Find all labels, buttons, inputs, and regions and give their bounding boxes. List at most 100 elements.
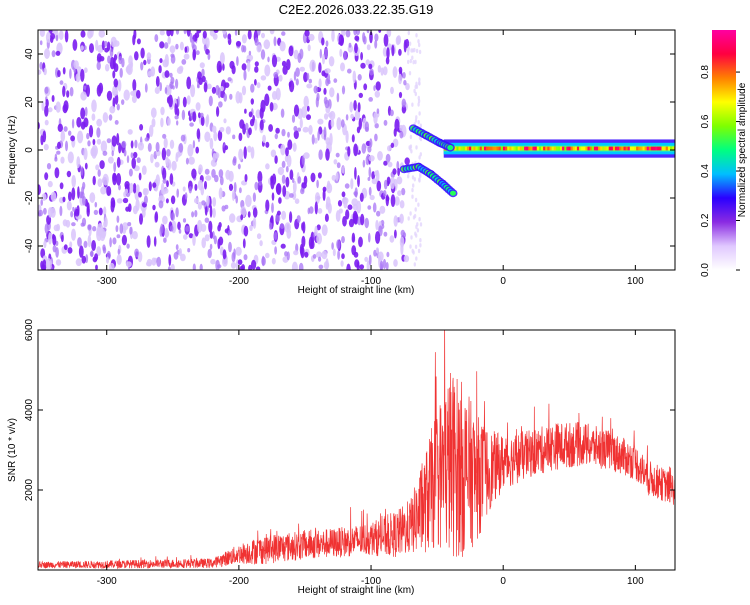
spectrogram-noise-blob [204,168,210,175]
fork-upper-arm [447,145,454,151]
spectrogram-noise-blob [204,217,210,223]
spectrogram-noise-blob [62,67,66,75]
spectrogram-fade-blob [411,175,415,180]
spectrogram-noise-blob [189,122,194,127]
spectrogram-noise-blob [89,43,94,54]
spectrogram-noise-blob [158,65,162,74]
spectrogram-noise-blob [377,65,382,73]
colorbar-tick-label: 0.0 [700,263,711,277]
spectrogram-noise-blob [201,200,206,206]
tone-core-cell [636,146,639,151]
spectrogram-noise-blob [376,210,381,217]
spectrogram-fade-blob [411,55,414,60]
spectrogram-noise-blob [218,222,222,228]
tone-core-cell [538,146,542,151]
spectrogram-noise-blob [364,121,369,131]
tone-core-cell [522,146,525,151]
spectrogram-noise-blob [390,86,394,95]
snr-frame [37,329,676,571]
spectrogram-noise-blob [377,151,383,161]
spectrogram-noise-blob [217,87,222,99]
spectrogram-noise-blob [382,258,387,270]
spectrogram-noise-blob [397,167,400,177]
spectrogram-noise-blob [252,217,257,229]
spectrogram-noise-blob [185,157,189,165]
spectrogram-noise-blob [306,114,311,120]
spectrogram-noise-blob [245,122,249,130]
spectrogram-fade-blob [412,183,415,188]
spectrogram-noise-blob [141,165,147,175]
tone-core-cell [492,146,496,151]
spectrogram-noise-blob [292,180,297,193]
spectrogram-noise-blob [55,101,61,113]
spectrogram-noise-blob [331,242,334,250]
spectrogram-noise-blob [76,156,81,169]
spectrogram-noise-blob [337,250,340,260]
spectrogram-noise-blob [383,119,388,126]
spectrogram-noise-blob [136,38,141,45]
spectrogram-noise-blob [88,125,94,138]
colorbar-ticks: 0.0 0.2 0.4 0.6 0.8 [700,65,740,277]
tone-core-cell [507,146,510,151]
spectrogram-noise-blob [118,56,123,65]
spectrogram-noise-blob [347,146,351,157]
spectrogram-noise-blob [192,140,196,149]
spectrogram-noise-blob [279,41,286,52]
spectrogram-noise-blob [86,84,90,97]
spectrogram-noise-blob [206,83,212,90]
spectrogram-noise-blob [248,127,252,136]
spectrogram-noise-blob [360,52,363,61]
spectrogram-noise-blob [216,60,222,74]
spectrogram-noise-blob [119,67,123,78]
spectrogram-noise-blob [297,52,302,64]
spectrogram-fade-blob [415,84,419,89]
spectrogram-noise-blob [160,182,165,195]
spectrogram-noise-blob [174,103,178,116]
spectrogram-noise-blob [170,263,175,270]
spectrogram-noise-blob [258,180,263,186]
spectrogram-noise-blob [358,117,362,130]
spectrogram-noise-blob [260,99,266,113]
spectrogram-noise-blob [264,64,271,77]
spectrogram-noise-blob [376,180,382,192]
tone-core-cell [547,146,551,151]
spectrogram-fade-blob [413,177,416,182]
spectrogram-x-tick-label: -200 [229,276,249,287]
spectrogram-noise-blob [313,137,318,144]
spectrogram-fade-blob [410,235,413,240]
spectrogram-noise-blob [264,93,270,107]
spectrogram-noise-blob [377,251,384,262]
spectrogram-noise-blob [188,186,192,194]
spectrogram-noise-blob [269,30,275,35]
tone-core-cell [655,146,658,151]
spectrogram-noise-blob [45,258,52,270]
snr-y-tick-label: 6000 [24,318,35,341]
tone-core-cell [532,146,536,151]
spectrogram-noise-blob [218,101,223,108]
spectrogram-noise-blob [403,255,410,263]
spectrogram-noise-blob [192,111,197,123]
spectrogram-noise-blob [112,237,117,245]
spectrogram-noise-blob [390,142,395,148]
spectrogram-noise-blob [336,92,340,103]
spectrogram-noise-blob [357,102,361,113]
spectrogram-noise-blob [254,61,259,67]
tone-core-cell [625,146,629,151]
spectrogram-noise-blob [373,112,378,125]
spectrogram-noise-blob [398,48,402,56]
spectrogram-noise-blob [69,68,72,79]
spectrogram-noise-blob [39,30,45,37]
spectrogram-noise-blob [186,30,191,37]
spectrogram-noise-blob [372,202,377,213]
spectrogram-noise-blob [233,182,237,193]
spectrogram-noise-blob [185,225,190,232]
spectrogram-noise-blob [108,114,113,121]
spectrogram-noise-blob [174,115,179,120]
spectrogram-noise-blob [41,264,46,270]
spectrogram-fade-blob [408,71,412,76]
tone-core-cell [608,146,612,151]
spectrogram-noise-blob [335,152,340,158]
spectrogram-noise-blob [110,36,117,48]
spectrogram-noise-blob [362,159,366,168]
